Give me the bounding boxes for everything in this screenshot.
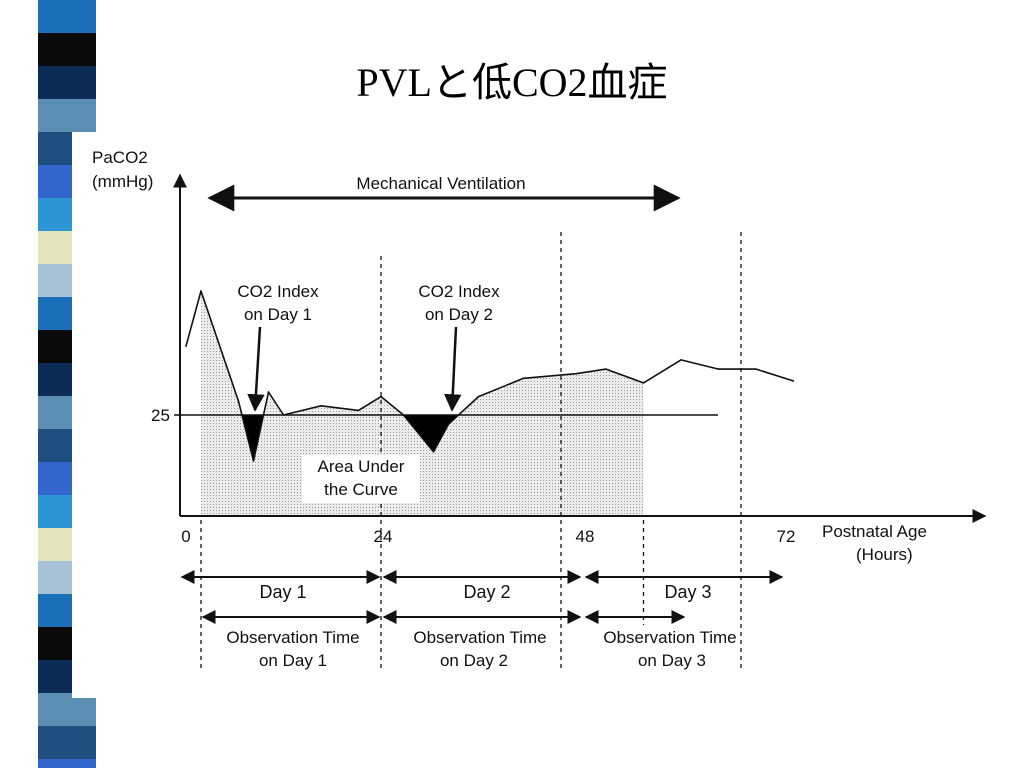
observation-day1-label-2: on Day 1	[259, 651, 327, 670]
co2-index-day2-arrow	[444, 326, 462, 412]
area-under-curve	[201, 291, 644, 516]
data-point	[605, 368, 607, 370]
observation-day3-label-2: on Day 3	[638, 651, 706, 670]
data-point	[575, 372, 577, 375]
auc-label-1: Area Under	[318, 457, 405, 476]
stripe-block	[38, 33, 96, 66]
data-point	[792, 380, 795, 382]
data-point	[185, 345, 187, 347]
co2-index-day2-label-1: CO2 Index	[418, 282, 500, 301]
paco2-chart: PaCO2 (mmHg) 25 0 24 48 72 Postnatal Age…	[92, 148, 987, 670]
day2-label: Day 2	[463, 582, 510, 602]
x-axis-label-2: (Hours)	[856, 545, 913, 564]
observation-day2-label-2: on Day 2	[440, 651, 508, 670]
observation-day2-label-1: Observation Time	[413, 628, 546, 647]
slide-title: PVLと低CO2血症	[356, 60, 668, 105]
figure-panel: PaCO2 (mmHg) 25 0 24 48 72 Postnatal Age…	[72, 132, 990, 698]
observation-day3-label-1: Observation Time	[603, 628, 736, 647]
stripe-block	[38, 66, 96, 99]
data-point	[642, 382, 645, 384]
auc-label-2: the Curve	[324, 480, 398, 499]
day3-label: Day 3	[664, 582, 711, 602]
y-axis-label-1: PaCO2	[92, 148, 148, 167]
x-tick-label-48: 48	[576, 527, 595, 546]
data-point	[755, 368, 757, 370]
y-axis-label-2: (mmHg)	[92, 172, 153, 191]
co2-index-day1-arrow	[247, 326, 265, 412]
x-tick-label-72: 72	[777, 527, 796, 546]
stripe-block	[38, 0, 96, 33]
data-point	[252, 460, 255, 462]
data-point	[200, 290, 202, 292]
data-point	[282, 414, 285, 416]
data-point	[522, 377, 525, 380]
ventilation-label: Mechanical Ventilation	[356, 174, 525, 193]
co2-index-region-1	[242, 415, 264, 461]
data-point	[237, 400, 240, 403]
data-point	[320, 405, 322, 407]
x-tick-label-0: 0	[181, 527, 190, 546]
co2-index-day1-label-1: CO2 Index	[237, 282, 319, 301]
stripe-block	[38, 99, 96, 132]
data-point	[447, 423, 450, 426]
co2-index-day2-label-2: on Day 2	[425, 305, 493, 324]
data-point	[477, 395, 480, 398]
data-point	[380, 395, 382, 398]
stripe-block	[38, 759, 96, 768]
data-point	[717, 368, 720, 370]
stripe-block	[38, 693, 96, 726]
data-point	[432, 450, 435, 453]
data-point	[357, 409, 360, 412]
x-tick-label-24: 24	[374, 527, 393, 546]
data-point	[267, 391, 270, 393]
y-tick-label-25: 25	[151, 406, 170, 425]
day1-label: Day 1	[259, 582, 306, 602]
auc-label-box	[302, 455, 420, 503]
x-axis-label-1: Postnatal Age	[822, 522, 927, 541]
co2-index-day1-label-2: on Day 1	[244, 305, 312, 324]
stripe-block	[38, 726, 96, 759]
data-point	[402, 414, 405, 416]
data-point	[680, 359, 682, 361]
observation-day1-label-1: Observation Time	[226, 628, 359, 647]
co2-index-region-2	[403, 415, 459, 452]
